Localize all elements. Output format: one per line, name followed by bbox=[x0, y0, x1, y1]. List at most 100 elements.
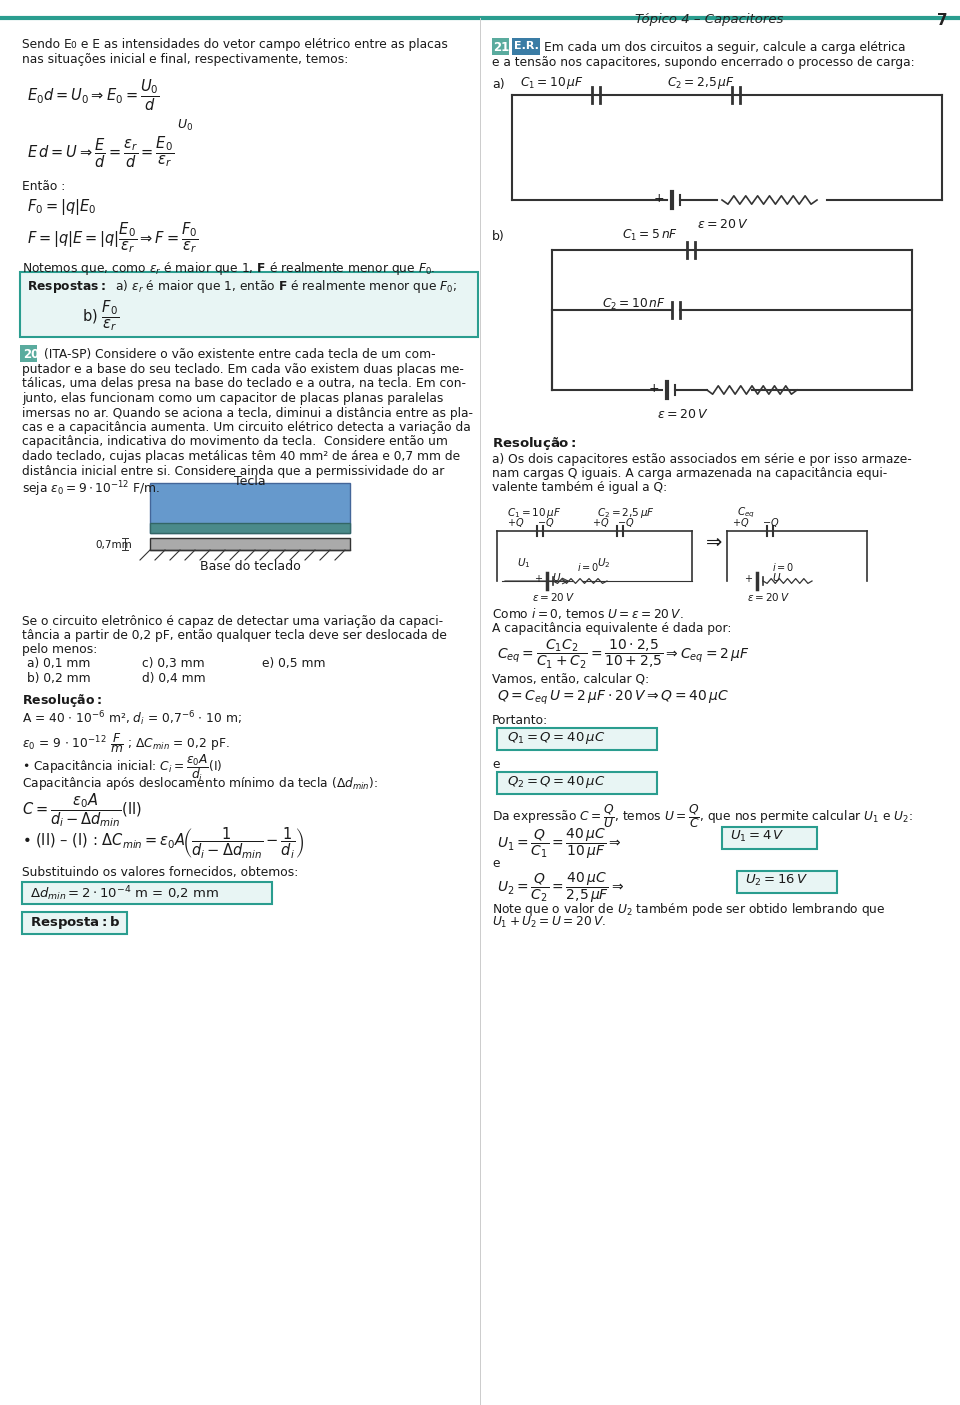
Text: E.R.: E.R. bbox=[514, 41, 539, 51]
Bar bbox=[150, 523, 350, 532]
Text: $Q = C_{eq}\,U = 2\,\mu F \cdot 20\,V \Rightarrow Q = 40\,\mu C$: $Q = C_{eq}\,U = 2\,\mu F \cdot 20\,V \R… bbox=[497, 688, 729, 707]
Text: $\mathbf{Resposta: b}$: $\mathbf{Resposta: b}$ bbox=[30, 915, 120, 932]
Text: tálicas, uma delas presa na base do teclado e a outra, na tecla. Em con-: tálicas, uma delas presa na base do tecl… bbox=[22, 378, 466, 391]
Text: +: + bbox=[654, 191, 664, 205]
Text: Da expressão $C = \dfrac{Q}{U}$, temos $U = \dfrac{Q}{C}$, que nos permite calcu: Da expressão $C = \dfrac{Q}{U}$, temos $… bbox=[492, 802, 913, 830]
Text: $-Q$: $-Q$ bbox=[537, 516, 555, 530]
Text: $Q_1 = Q = 40\,\mu C$: $Q_1 = Q = 40\,\mu C$ bbox=[507, 731, 606, 746]
Text: $E_0 d = U_0 \Rightarrow E_0 = \dfrac{U_0}{d}$: $E_0 d = U_0 \Rightarrow E_0 = \dfrac{U_… bbox=[27, 79, 160, 114]
Text: e a tensão nos capacitores, supondo encerrado o processo de carga:: e a tensão nos capacitores, supondo ence… bbox=[492, 56, 915, 69]
Text: cas e a capacitância aumenta. Um circuito elétrico detecta a variação da: cas e a capacitância aumenta. Um circuit… bbox=[22, 422, 470, 434]
Text: $\varepsilon = 20\,V$: $\varepsilon = 20\,V$ bbox=[532, 592, 575, 603]
Text: $+Q$: $+Q$ bbox=[732, 516, 750, 530]
Text: Base do teclado: Base do teclado bbox=[200, 561, 300, 573]
Text: $F_0 = |q|E_0$: $F_0 = |q|E_0$ bbox=[27, 197, 96, 216]
Text: junto, elas funcionam como um capacitor de placas planas paralelas: junto, elas funcionam como um capacitor … bbox=[22, 392, 444, 405]
Text: b) $\dfrac{F_0}{\varepsilon_r}$: b) $\dfrac{F_0}{\varepsilon_r}$ bbox=[82, 298, 119, 333]
Text: imersas no ar. Quando se aciona a tecla, diminui a distância entre as pla-: imersas no ar. Quando se aciona a tecla,… bbox=[22, 406, 473, 420]
Text: e: e bbox=[492, 857, 499, 870]
Text: $U_2 = \dfrac{Q}{C_2} = \dfrac{40\,\mu C}{2{,}5\,\mu F} \Rightarrow$: $U_2 = \dfrac{Q}{C_2} = \dfrac{40\,\mu C… bbox=[497, 871, 624, 905]
Text: distância inicial entre si. Considere ainda que a permissividade do ar: distância inicial entre si. Considere ai… bbox=[22, 465, 444, 478]
Text: 0,7mm: 0,7mm bbox=[95, 540, 132, 549]
Text: $C_{eq}$: $C_{eq}$ bbox=[737, 506, 756, 520]
Text: (ITA-SP) Considere o vão existente entre cada tecla de um com-: (ITA-SP) Considere o vão existente entre… bbox=[44, 348, 436, 361]
Text: $U_0$: $U_0$ bbox=[177, 118, 193, 133]
Text: a) Os dois capacitores estão associados em série e por isso armaze-: a) Os dois capacitores estão associados … bbox=[492, 452, 912, 466]
Bar bbox=[497, 771, 657, 794]
Bar bbox=[150, 483, 350, 532]
Text: b): b) bbox=[492, 230, 505, 243]
Text: • (II) – (I) : $\Delta C_{min} = \varepsilon_0 A\!\left(\dfrac{1}{d_i - \Delta d: • (II) – (I) : $\Delta C_{min} = \vareps… bbox=[22, 826, 304, 861]
Text: $C_1 = 5\,nF$: $C_1 = 5\,nF$ bbox=[622, 228, 678, 243]
Text: A capacitância equivalente é dada por:: A capacitância equivalente é dada por: bbox=[492, 622, 732, 635]
Text: pelo menos:: pelo menos: bbox=[22, 643, 97, 656]
Text: Como $i = 0$, temos $U = \varepsilon = 20\,V$.: Como $i = 0$, temos $U = \varepsilon = 2… bbox=[492, 606, 684, 621]
Bar bbox=[497, 728, 657, 750]
Text: Se o circuito eletrônico é capaz de detectar uma variação da capaci-: Se o circuito eletrônico é capaz de dete… bbox=[22, 615, 444, 628]
Text: +: + bbox=[534, 575, 542, 584]
Text: $Q_2 = Q = 40\,\mu C$: $Q_2 = Q = 40\,\mu C$ bbox=[507, 774, 606, 790]
Text: seja $\varepsilon_0 = 9 \cdot 10^{-12}$ F/m.: seja $\varepsilon_0 = 9 \cdot 10^{-12}$ … bbox=[22, 479, 160, 499]
Text: $C = \dfrac{\varepsilon_0 A}{d_i - \Delta d_{min}}$(II): $C = \dfrac{\varepsilon_0 A}{d_i - \Delt… bbox=[22, 791, 142, 829]
Text: Portanto:: Portanto: bbox=[492, 714, 548, 726]
Text: $U_1 + U_2 = U = 20\,V$.: $U_1 + U_2 = U = 20\,V$. bbox=[492, 915, 606, 930]
Text: $C_2 = 2{,}5\,\mu F$: $C_2 = 2{,}5\,\mu F$ bbox=[667, 74, 734, 91]
Text: $\varepsilon_0$ = 9 $\cdot$ 10$^{-12}$ $\dfrac{F}{m}$ ; $\Delta C_{min}$ = 0,2 p: $\varepsilon_0$ = 9 $\cdot$ 10$^{-12}$ $… bbox=[22, 731, 229, 754]
Text: $\mathbf{Resolução:}$: $\mathbf{Resolução:}$ bbox=[22, 693, 102, 710]
Text: a) 0,1 mm: a) 0,1 mm bbox=[27, 658, 90, 670]
Text: $U_2$: $U_2$ bbox=[597, 556, 611, 570]
Text: $U$: $U$ bbox=[552, 570, 562, 583]
Text: tância a partir de 0,2 pF, então qualquer tecla deve ser deslocada de: tância a partir de 0,2 pF, então qualque… bbox=[22, 629, 446, 642]
Text: d) 0,4 mm: d) 0,4 mm bbox=[142, 672, 205, 686]
Text: Note que o valor de $U_2$ também pode ser obtido lembrando que: Note que o valor de $U_2$ também pode se… bbox=[492, 901, 885, 917]
Text: a): a) bbox=[492, 79, 505, 91]
Text: e: e bbox=[492, 759, 499, 771]
Bar bbox=[737, 871, 837, 894]
Text: Vamos, então, calcular Q:: Vamos, então, calcular Q: bbox=[492, 673, 649, 686]
Text: $U_1 = 4\,V$: $U_1 = 4\,V$ bbox=[730, 829, 784, 844]
Text: valente também é igual a Q:: valente também é igual a Q: bbox=[492, 481, 667, 495]
Text: $i = 0$: $i = 0$ bbox=[577, 561, 599, 573]
Text: Sendo E: Sendo E bbox=[22, 38, 72, 51]
Text: $+Q$: $+Q$ bbox=[592, 516, 610, 530]
Text: capacitância, indicativa do movimento da tecla.  Considere então um: capacitância, indicativa do movimento da… bbox=[22, 436, 448, 448]
Text: 21: 21 bbox=[493, 41, 509, 53]
Text: $\Delta d_{min} = 2 \cdot 10^{-4}$ m = 0,2 mm: $\Delta d_{min} = 2 \cdot 10^{-4}$ m = 0… bbox=[30, 884, 219, 902]
Text: Em cada um dos circuitos a seguir, calcule a carga elétrica: Em cada um dos circuitos a seguir, calcu… bbox=[544, 41, 905, 53]
Text: putador e a base do seu teclado. Em cada vão existem duas placas me-: putador e a base do seu teclado. Em cada… bbox=[22, 362, 464, 377]
Text: $C_1 = 10\,\mu F$: $C_1 = 10\,\mu F$ bbox=[520, 74, 584, 91]
Text: 7: 7 bbox=[937, 13, 948, 28]
Text: A = 40 $\cdot$ 10$^{-6}$ m², $d_i$ = 0,7$^{-6}$ $\cdot$ 10 m;: A = 40 $\cdot$ 10$^{-6}$ m², $d_i$ = 0,7… bbox=[22, 710, 242, 728]
Text: 20: 20 bbox=[23, 348, 39, 361]
Text: e E as intensidades do vetor campo elétrico entre as placas: e E as intensidades do vetor campo elétr… bbox=[77, 38, 448, 51]
Text: c) 0,3 mm: c) 0,3 mm bbox=[142, 658, 204, 670]
Text: $U_1 = \dfrac{Q}{C_1} = \dfrac{40\,\mu C}{10\,\mu F} \Rightarrow$: $U_1 = \dfrac{Q}{C_1} = \dfrac{40\,\mu C… bbox=[497, 828, 622, 861]
Text: $+Q$: $+Q$ bbox=[507, 516, 524, 530]
Text: $\Rightarrow$: $\Rightarrow$ bbox=[702, 531, 723, 551]
Bar bbox=[22, 912, 127, 934]
Text: dado teclado, cujas placas metálicas têm 40 mm² de área e 0,7 mm de: dado teclado, cujas placas metálicas têm… bbox=[22, 450, 460, 464]
Text: Notemos que, como $\varepsilon_r$ é maior que 1, $\mathbf{F}$ é realmente menor : Notemos que, como $\varepsilon_r$ é maio… bbox=[22, 260, 436, 277]
Text: $C_{eq} = \dfrac{C_1 C_2}{C_1 + C_2} = \dfrac{10 \cdot 2{,}5}{10 + 2{,}5} \Right: $C_{eq} = \dfrac{C_1 C_2}{C_1 + C_2} = \… bbox=[497, 638, 750, 672]
Text: $F = |q|E = |q|\dfrac{E_0}{\varepsilon_r} \Rightarrow F = \dfrac{F_0}{\varepsilo: $F = |q|E = |q|\dfrac{E_0}{\varepsilon_r… bbox=[27, 221, 199, 254]
Text: $C_1 = 10\,\mu F$: $C_1 = 10\,\mu F$ bbox=[507, 506, 562, 520]
Text: $i = 0$: $i = 0$ bbox=[772, 561, 794, 573]
Text: $\mathbf{Respostas:}$  a) $\varepsilon_r$ é maior que 1, então $\mathbf{F}$ é re: $\mathbf{Respostas:}$ a) $\varepsilon_r$… bbox=[27, 278, 457, 295]
Text: $U$: $U$ bbox=[772, 570, 781, 583]
Text: $U_1$: $U_1$ bbox=[517, 556, 531, 570]
Text: nas situações inicial e final, respectivamente, temos:: nas situações inicial e final, respectiv… bbox=[22, 53, 348, 66]
Bar bbox=[20, 273, 478, 337]
Text: $-Q$: $-Q$ bbox=[617, 516, 635, 530]
Text: • Capacitância inicial: $C_i = \dfrac{\varepsilon_0 A}{d_i}$(I): • Capacitância inicial: $C_i = \dfrac{\v… bbox=[22, 753, 223, 784]
Text: $-Q$: $-Q$ bbox=[762, 516, 780, 530]
Text: Tecla: Tecla bbox=[234, 475, 266, 488]
Bar bbox=[150, 538, 350, 549]
Bar bbox=[22, 882, 272, 903]
Text: +: + bbox=[648, 382, 659, 395]
Text: Substituindo os valores fornecidos, obtemos:: Substituindo os valores fornecidos, obte… bbox=[22, 865, 299, 880]
Text: e) 0,5 mm: e) 0,5 mm bbox=[262, 658, 325, 670]
Text: $E\,d = U \Rightarrow \dfrac{E}{d} = \dfrac{\varepsilon_r}{d} = \dfrac{E_0}{\var: $E\,d = U \Rightarrow \dfrac{E}{d} = \df… bbox=[27, 135, 174, 170]
Text: nam cargas Q iguais. A carga armazenada na capacitância equi-: nam cargas Q iguais. A carga armazenada … bbox=[492, 466, 887, 481]
Text: $U_2 = 16\,V$: $U_2 = 16\,V$ bbox=[745, 873, 808, 888]
Text: $C_2 = 10\,nF$: $C_2 = 10\,nF$ bbox=[602, 296, 666, 312]
